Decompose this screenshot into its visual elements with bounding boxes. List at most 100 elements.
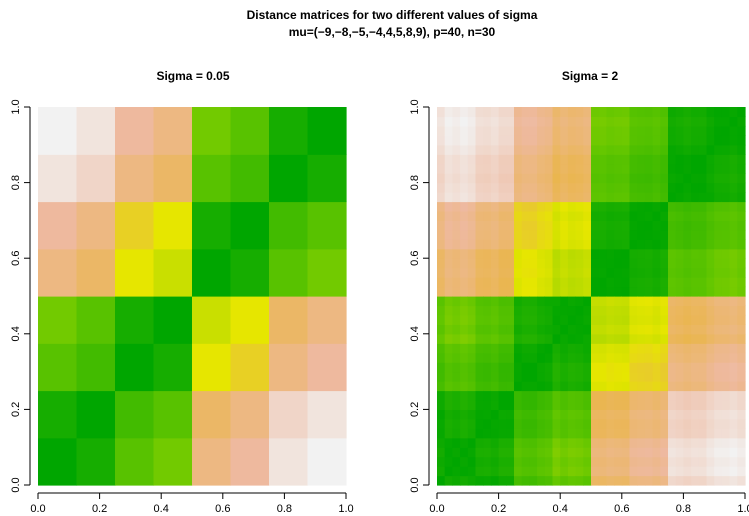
heatmap-cell [683, 163, 692, 174]
heatmap-cell [614, 163, 623, 174]
heatmap-cell [483, 352, 492, 363]
heatmap-cell [668, 239, 677, 250]
heatmap-cell [444, 286, 453, 297]
heatmap-cell [637, 154, 646, 165]
heatmap-cell [629, 399, 638, 410]
heatmap-cell [714, 390, 723, 401]
heatmap-cell [269, 390, 309, 439]
heatmap-cell [560, 220, 569, 231]
heatmap-cell [737, 277, 746, 288]
heatmap-cell [621, 437, 631, 448]
heatmap-cell [652, 390, 661, 401]
heatmap-cell [490, 437, 500, 448]
heatmap-cell [583, 277, 592, 288]
heatmap-cell [583, 390, 592, 401]
heatmap-cell [544, 220, 554, 231]
heatmap-cell [737, 409, 746, 420]
heatmap-cell [521, 248, 530, 259]
heatmap-cell [460, 286, 469, 297]
heatmap-cell [591, 220, 600, 231]
heatmap-cell [621, 277, 631, 288]
heatmap-cell [552, 135, 561, 146]
heatmap-cell [444, 182, 453, 193]
heatmap-cell [591, 277, 600, 288]
heatmap-cell [668, 437, 677, 448]
heatmap-cell [514, 343, 523, 354]
heatmap-cell [691, 286, 700, 297]
heatmap-cell [675, 428, 684, 439]
heatmap-cell [514, 220, 523, 231]
heatmap-cell [475, 201, 484, 212]
heatmap-cell [729, 296, 738, 307]
heatmap-cell [560, 154, 569, 165]
heatmap-cell [529, 116, 538, 127]
heatmap-cell [460, 428, 469, 439]
heatmap-cell [521, 475, 530, 486]
heatmap-cell [552, 305, 561, 316]
heatmap-cell [714, 286, 723, 297]
heatmap-cell [437, 248, 446, 259]
heatmap-cell [644, 173, 654, 184]
heatmap-cell [637, 381, 646, 392]
heatmap-cell [598, 456, 607, 467]
heatmap-cell [483, 173, 492, 184]
heatmap-cell [437, 125, 446, 136]
heatmap-cell [467, 135, 477, 146]
heatmap-cell [498, 286, 507, 297]
heatmap-cell [691, 447, 700, 458]
heatmap-cell [467, 107, 477, 118]
heatmap-cell [652, 409, 661, 420]
heatmap-cell [498, 305, 507, 316]
heatmap-cell [598, 447, 607, 458]
heatmap-cell [583, 409, 592, 420]
heatmap-cell [606, 239, 615, 250]
heatmap-cell [552, 466, 561, 477]
heatmap-cell [721, 305, 731, 316]
heatmap-cell [691, 333, 700, 344]
heatmap-cell [498, 314, 507, 325]
heatmap-cell [652, 144, 661, 155]
heatmap-cell [683, 409, 692, 420]
heatmap-cell [737, 475, 746, 486]
heatmap-cell [591, 173, 600, 184]
heatmap-cell [621, 286, 631, 297]
heatmap-cell [498, 447, 507, 458]
heatmap-cell [452, 116, 461, 127]
heatmap-cell [691, 248, 700, 259]
heatmap-cell [506, 267, 515, 278]
heatmap-cell [483, 182, 492, 193]
heatmap-cell [668, 182, 677, 193]
heatmap-cell [552, 267, 561, 278]
heatmap-cell [683, 182, 692, 193]
heatmap-cell [483, 333, 492, 344]
heatmap-cell [575, 258, 584, 269]
heatmap-cell [475, 116, 484, 127]
heatmap-cell [714, 201, 723, 212]
heatmap-cell [514, 399, 523, 410]
heatmap-cell [652, 192, 661, 203]
heatmap-cell [629, 154, 638, 165]
heatmap-cell [437, 409, 446, 420]
heatmap-cell [644, 324, 654, 335]
heatmap-cell [598, 125, 607, 136]
y-tick-label: 0.0 [10, 477, 22, 492]
heatmap-cell [737, 154, 746, 165]
heatmap-cell [706, 352, 715, 363]
heatmap-cell [606, 296, 615, 307]
heatmap-cell [668, 125, 677, 136]
heatmap-cell [475, 154, 484, 165]
heatmap-cell [460, 182, 469, 193]
heatmap-cell [691, 466, 700, 477]
heatmap-cell [437, 324, 446, 335]
heatmap-cell [529, 399, 538, 410]
heatmap-cell [683, 239, 692, 250]
heatmap-cell [644, 220, 654, 231]
heatmap-cell [529, 239, 538, 250]
heatmap-cell [637, 125, 646, 136]
heatmap-cell [691, 116, 700, 127]
heatmap-cell [567, 409, 577, 420]
heatmap-cell [38, 343, 78, 392]
heatmap-cell [591, 210, 600, 221]
heatmap-cell [115, 437, 155, 486]
heatmap-cell [652, 296, 661, 307]
